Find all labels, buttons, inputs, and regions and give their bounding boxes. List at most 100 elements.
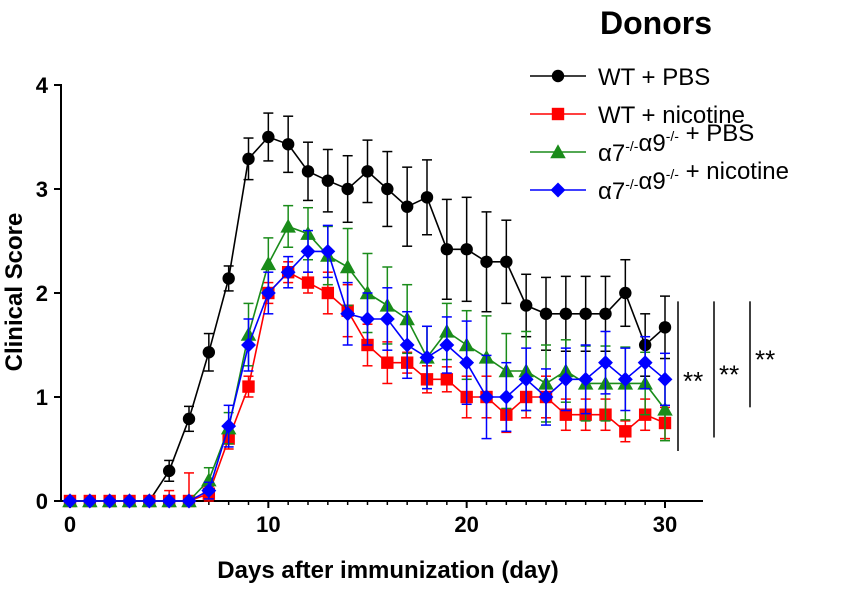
legend-item: WT + PBS: [530, 64, 710, 91]
data-point: [339, 259, 356, 274]
data-point: [559, 307, 573, 320]
data-point: [341, 182, 354, 196]
data-point: [221, 418, 237, 434]
data-point: [619, 425, 632, 438]
significance-label: **: [683, 366, 703, 396]
data-point: [598, 355, 613, 371]
data-point: [62, 493, 78, 509]
data-point: [460, 243, 473, 256]
data-point: [241, 337, 256, 353]
data-point: [260, 285, 276, 301]
legend-item: WT + nicotine: [530, 102, 745, 129]
data-point: [657, 401, 673, 416]
data-point: [281, 138, 295, 151]
data-point: [420, 191, 434, 204]
legend-title: Donors: [600, 5, 712, 41]
data-point: [301, 276, 315, 289]
data-point: [260, 256, 277, 271]
data-point: [301, 165, 315, 178]
data-point: [202, 346, 216, 359]
data-point: [162, 464, 176, 478]
y-tick-label: 1: [36, 385, 48, 410]
data-point: [617, 371, 633, 387]
data-point: [519, 299, 533, 312]
data-point: [439, 337, 455, 353]
data-point: [82, 493, 98, 509]
data-point: [181, 493, 197, 509]
y-axis-title: Clinical Score: [1, 213, 28, 372]
data-point: [381, 356, 394, 369]
data-point: [182, 412, 196, 426]
series-4: [62, 224, 673, 509]
data-point: [381, 182, 394, 196]
legend-label: WT + PBS: [598, 64, 710, 91]
x-tick-label: 20: [454, 512, 478, 537]
data-point: [498, 389, 514, 405]
legend-label: α7-/-α9-/- + nicotine: [598, 158, 789, 205]
legend-marker: [550, 144, 566, 159]
data-point: [440, 373, 454, 386]
data-point: [658, 321, 672, 334]
significance-label: **: [719, 359, 739, 389]
y-tick-label: 2: [36, 281, 48, 306]
data-point: [360, 311, 375, 327]
x-axis-title: Days after immunization (day): [217, 557, 558, 584]
data-point: [280, 264, 296, 280]
data-point: [480, 255, 493, 268]
data-point: [500, 255, 513, 268]
legend-label: WT + nicotine: [598, 102, 745, 129]
data-point: [262, 130, 275, 144]
significance-annotations: ** ** **: [677, 301, 775, 451]
data-point: [201, 483, 217, 499]
x-tick-label: 30: [653, 512, 677, 537]
data-point: [321, 286, 335, 300]
data-point: [619, 286, 632, 300]
legend-item: α7-/-α9-/- + nicotine: [530, 158, 789, 205]
y-tick-label: 4: [36, 73, 49, 98]
x-tick-label: 10: [256, 512, 280, 537]
data-point: [320, 243, 336, 259]
data-point: [102, 493, 118, 509]
data-point: [538, 389, 554, 405]
data-point: [578, 371, 594, 387]
y-tick-label: 0: [36, 489, 48, 514]
data-point: [558, 371, 574, 387]
data-point: [400, 200, 414, 213]
data-point: [579, 307, 592, 320]
significance-label: **: [755, 344, 775, 374]
legend-item: α7-/-α9-/- + PBS: [530, 120, 754, 167]
data-point: [242, 380, 255, 393]
data-point: [141, 493, 157, 509]
legend-marker: [551, 107, 565, 121]
data-point: [539, 307, 553, 320]
data-point: [359, 285, 376, 300]
y-tick-label: 3: [36, 177, 48, 202]
data-point: [361, 165, 374, 178]
data-point: [599, 307, 612, 320]
data-point: [280, 218, 296, 233]
data-point: [242, 152, 255, 166]
plot-area: 0 1 2 3 4 0 10 20 30: [36, 73, 703, 537]
data-point: [321, 174, 335, 187]
x-tick-label: 0: [64, 512, 76, 537]
legend-marker: [550, 182, 566, 198]
data-point: [459, 355, 475, 371]
data-point: [657, 371, 673, 387]
legend-marker: [551, 69, 565, 83]
data-point: [559, 408, 573, 421]
data-point: [122, 493, 137, 509]
legend-label: α7-/-α9-/- + PBS: [598, 120, 754, 167]
data-point: [300, 243, 316, 259]
data-point: [340, 306, 356, 322]
data-point: [479, 389, 494, 405]
data-point: [440, 243, 454, 256]
data-point: [518, 371, 534, 387]
data-point: [222, 272, 235, 285]
data-point: [161, 493, 177, 509]
data-point: [399, 337, 415, 353]
data-point: [637, 355, 653, 371]
data-point: [379, 311, 395, 327]
data-point: [419, 350, 435, 365]
